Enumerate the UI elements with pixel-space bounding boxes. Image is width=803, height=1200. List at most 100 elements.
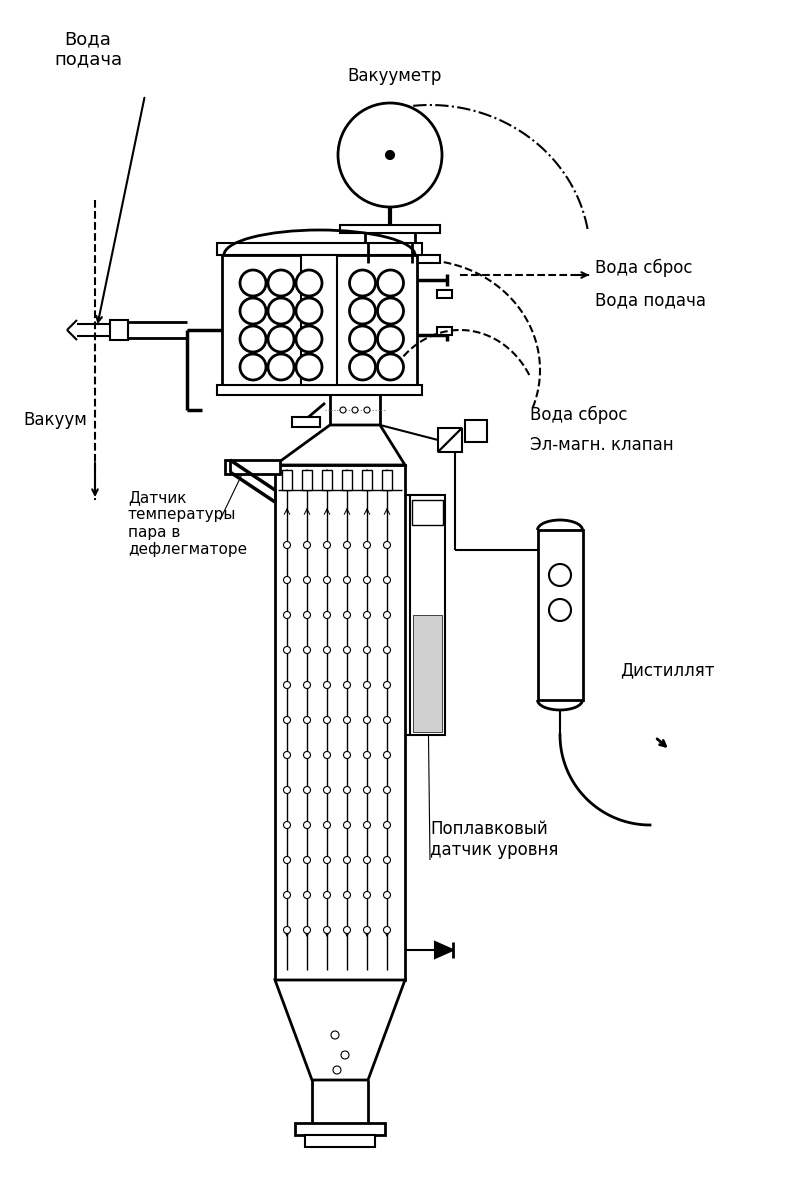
Text: Вода сброс: Вода сброс: [594, 259, 691, 277]
Circle shape: [548, 564, 570, 586]
Circle shape: [363, 751, 370, 758]
Circle shape: [296, 354, 321, 380]
Circle shape: [343, 541, 350, 548]
Circle shape: [296, 298, 321, 324]
Text: Вода подача: Вода подача: [594, 290, 705, 308]
Circle shape: [303, 647, 310, 654]
Bar: [321, 470, 332, 490]
Text: Вакуум: Вакуум: [23, 410, 87, 428]
Bar: [437, 326, 451, 335]
Circle shape: [283, 612, 290, 618]
Circle shape: [343, 892, 350, 899]
Circle shape: [343, 612, 350, 618]
Circle shape: [303, 822, 310, 828]
Circle shape: [283, 647, 290, 654]
Bar: [217, 385, 422, 395]
Circle shape: [363, 857, 370, 864]
Bar: [110, 320, 128, 340]
Circle shape: [283, 822, 290, 828]
Circle shape: [343, 716, 350, 724]
Bar: [302, 470, 312, 490]
Circle shape: [323, 647, 330, 654]
Circle shape: [383, 751, 390, 758]
Bar: [217, 242, 422, 254]
Circle shape: [323, 822, 330, 828]
Text: Вода сброс: Вода сброс: [529, 406, 626, 424]
Circle shape: [303, 541, 310, 548]
Bar: [318, 445, 392, 455]
Bar: [537, 530, 582, 700]
Circle shape: [323, 786, 330, 793]
Bar: [411, 500, 442, 526]
Circle shape: [363, 822, 370, 828]
Circle shape: [377, 298, 403, 324]
Circle shape: [303, 786, 310, 793]
Circle shape: [323, 682, 330, 689]
Circle shape: [323, 926, 330, 934]
Circle shape: [383, 612, 390, 618]
Circle shape: [296, 270, 321, 296]
Bar: [291, 416, 320, 427]
Bar: [413, 614, 442, 732]
Polygon shape: [438, 428, 462, 452]
Polygon shape: [434, 942, 452, 958]
Circle shape: [240, 354, 266, 380]
Bar: [341, 470, 352, 490]
Bar: [282, 470, 291, 490]
Circle shape: [383, 926, 390, 934]
Circle shape: [283, 541, 290, 548]
Bar: [464, 420, 487, 442]
Circle shape: [283, 682, 290, 689]
Bar: [381, 263, 397, 275]
Circle shape: [337, 103, 442, 206]
Circle shape: [383, 541, 390, 548]
Circle shape: [349, 354, 375, 380]
Circle shape: [283, 716, 290, 724]
Circle shape: [363, 892, 370, 899]
Circle shape: [385, 151, 393, 158]
Circle shape: [323, 892, 330, 899]
Circle shape: [323, 541, 330, 548]
Bar: [225, 460, 279, 474]
Circle shape: [303, 857, 310, 864]
Circle shape: [363, 682, 370, 689]
Circle shape: [343, 857, 350, 864]
Text: Поплавковый
датчик уровня: Поплавковый датчик уровня: [430, 820, 557, 859]
Circle shape: [331, 1031, 339, 1039]
Circle shape: [343, 926, 350, 934]
Circle shape: [343, 647, 350, 654]
Circle shape: [363, 647, 370, 654]
Text: Вакууметр: Вакууметр: [348, 67, 442, 85]
Circle shape: [283, 892, 290, 899]
Circle shape: [323, 576, 330, 583]
Circle shape: [383, 647, 390, 654]
Bar: [381, 470, 392, 490]
Bar: [324, 455, 385, 464]
Circle shape: [323, 751, 330, 758]
Circle shape: [383, 822, 390, 828]
Circle shape: [240, 326, 266, 352]
Circle shape: [349, 270, 375, 296]
Circle shape: [363, 786, 370, 793]
Circle shape: [377, 326, 403, 352]
Circle shape: [340, 407, 345, 413]
Polygon shape: [275, 980, 405, 1080]
Circle shape: [340, 1051, 349, 1058]
Circle shape: [323, 857, 330, 864]
Circle shape: [296, 326, 321, 352]
Circle shape: [548, 599, 570, 622]
Circle shape: [240, 298, 266, 324]
Polygon shape: [438, 428, 462, 452]
Circle shape: [303, 926, 310, 934]
Circle shape: [349, 298, 375, 324]
Circle shape: [283, 786, 290, 793]
Bar: [340, 254, 439, 263]
Bar: [410, 494, 444, 734]
Circle shape: [303, 682, 310, 689]
Text: Эл-магн. клапан: Эл-магн. клапан: [529, 436, 673, 454]
Circle shape: [363, 716, 370, 724]
Circle shape: [343, 751, 350, 758]
Text: Дистиллят: Дистиллят: [619, 661, 714, 679]
Bar: [437, 290, 451, 298]
Circle shape: [332, 1066, 340, 1074]
